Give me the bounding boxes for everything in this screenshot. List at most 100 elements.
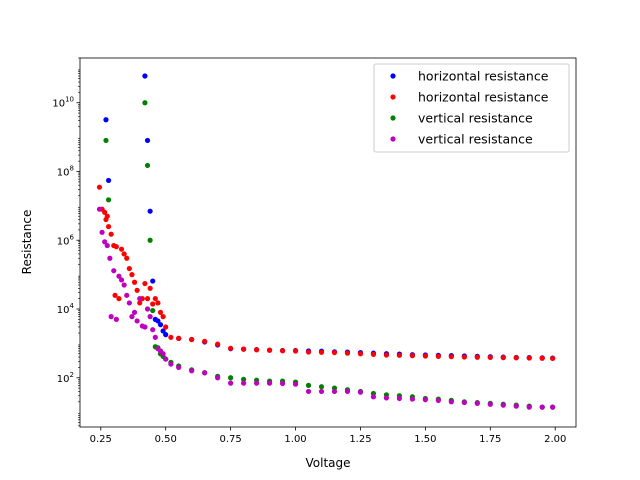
series-2-point-16	[228, 375, 234, 381]
series-1-point-53	[474, 354, 480, 360]
series-1-point-59	[550, 355, 556, 362]
x-tick-label-0: 0.25	[90, 434, 112, 445]
series-0-point-9	[160, 328, 166, 334]
series-3-point-8	[116, 273, 122, 279]
x-axis-label: Voltage	[305, 456, 350, 470]
legend-marker-3	[390, 136, 396, 142]
series-1-point-20	[142, 280, 148, 287]
series-1-point-30	[176, 335, 182, 341]
series-1-point-58	[539, 355, 545, 361]
series-3-point-44	[383, 395, 390, 401]
series-1-point-37	[266, 347, 273, 353]
x-tick-label-1: 0.50	[155, 434, 177, 445]
series-3-point-45	[396, 395, 403, 402]
series-1-point-36	[253, 347, 260, 353]
series-1-point-16	[131, 279, 138, 285]
series-3-point-46	[409, 396, 415, 402]
series-1-point-0	[96, 184, 103, 190]
series-1-point-25	[155, 300, 161, 306]
points-layer	[96, 73, 556, 410]
series-3-point-47	[422, 397, 428, 403]
series-1-point-26	[157, 309, 164, 315]
series-1-point-31	[189, 336, 195, 343]
series-1-point-47	[396, 352, 403, 358]
series-0-point-7	[155, 318, 161, 324]
series-1-point-40	[305, 349, 312, 355]
series-2-point-22	[305, 382, 312, 388]
series-3-point-4	[107, 255, 113, 261]
x-tick-label-3: 1.00	[284, 434, 306, 445]
series-1-point-15	[129, 272, 135, 278]
series-3-point-3	[104, 242, 110, 249]
series-1-point-29	[168, 334, 174, 340]
series-1-point-5	[105, 223, 112, 230]
series-1-point-23	[150, 301, 156, 307]
series-3-point-57	[550, 404, 556, 410]
series-3-point-53	[500, 402, 506, 408]
series-3-point-54	[513, 403, 519, 409]
series-3-point-18	[142, 324, 148, 330]
legend-marker-2	[390, 115, 396, 121]
series-3-point-38	[305, 388, 312, 395]
series-0-point-10	[163, 332, 169, 338]
series-3-point-16	[137, 296, 143, 302]
series-1-point-49	[422, 353, 428, 359]
series-1-point-54	[487, 354, 493, 361]
series-3-point-49	[448, 399, 454, 405]
series-3-point-56	[539, 404, 545, 410]
series-1-point-34	[228, 345, 234, 351]
series-1-point-24	[152, 296, 158, 302]
series-1-point-2	[102, 209, 108, 215]
series-1-point-46	[383, 352, 390, 358]
series-1-point-18	[137, 300, 143, 306]
series-3-point-29	[189, 368, 195, 374]
series-3-point-13	[129, 314, 135, 320]
legend-label-0: horizontal resistance	[418, 69, 549, 84]
series-2-point-23	[318, 384, 325, 390]
series-1-point-32	[202, 338, 208, 344]
series-0-point-3	[144, 137, 151, 144]
series-3-point-7	[113, 316, 119, 322]
series-2-point-17	[241, 376, 247, 382]
series-1-point-27	[160, 314, 166, 320]
series-3-point-14	[131, 309, 138, 315]
series-1-point-4	[104, 213, 110, 219]
series-3-point-33	[241, 380, 247, 386]
series-3-point-5	[108, 314, 114, 320]
series-1-point-12	[121, 251, 127, 257]
series-1-point-8	[112, 292, 118, 298]
legend-label-3: vertical resistance	[418, 132, 533, 147]
legend-marker-0	[390, 73, 396, 79]
x-tick-label-2: 0.75	[219, 434, 241, 445]
series-3-point-39	[318, 388, 325, 395]
legend-marker-1	[390, 94, 396, 100]
series-3-point-31	[215, 375, 221, 381]
series-1-point-42	[331, 349, 338, 356]
series-1-point-45	[370, 351, 377, 357]
series-1-point-43	[344, 350, 351, 356]
series-1-point-11	[118, 246, 125, 252]
series-1-point-6	[108, 231, 114, 237]
series-2-point-1	[105, 197, 112, 203]
legend-label-1: horizontal resistance	[418, 90, 549, 105]
series-3-point-55	[526, 404, 532, 410]
legend: horizontal resistance horizontal resistan…	[373, 63, 570, 153]
x-tick-label-4: 1.25	[349, 434, 371, 445]
series-0-point-1	[105, 177, 112, 184]
series-3-point-28	[176, 364, 182, 371]
series-1-point-57	[526, 355, 532, 361]
series-2-point-4	[147, 237, 153, 243]
series-3-point-0	[96, 206, 103, 212]
series-3-point-41	[344, 388, 351, 395]
series-3-point-35	[266, 380, 273, 386]
plot-frame	[79, 57, 577, 428]
series-1-point-21	[144, 296, 151, 302]
series-1-point-9	[113, 244, 119, 250]
series-1-point-33	[215, 341, 221, 347]
series-0-point-2	[142, 73, 148, 79]
series-0-point-8	[157, 322, 164, 328]
series-3-point-42	[357, 389, 364, 395]
series-1-point-10	[116, 296, 122, 302]
series-3-point-36	[279, 380, 286, 387]
series-2-point-5	[150, 307, 156, 314]
